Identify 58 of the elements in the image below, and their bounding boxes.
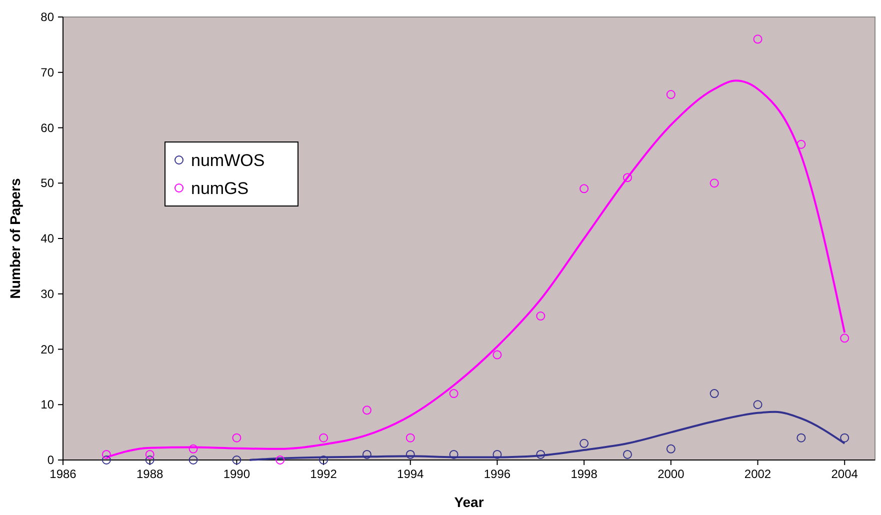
point	[840, 334, 850, 343]
point	[536, 450, 546, 459]
y-axis-title: Number of Papers	[7, 178, 23, 299]
point	[406, 433, 415, 442]
y-tick-label: 80	[40, 10, 54, 24]
point	[362, 450, 372, 459]
point	[145, 450, 154, 459]
x-tick-label: 1990	[223, 467, 250, 481]
point	[102, 456, 111, 464]
point	[710, 389, 719, 398]
x-tick-label: 2000	[658, 467, 685, 481]
point	[319, 456, 328, 464]
point	[666, 444, 676, 454]
x-tick-label: 1998	[570, 467, 598, 481]
point	[145, 456, 154, 464]
legend-label: numGS	[191, 179, 249, 198]
point	[753, 34, 762, 44]
y-tick-label: 60	[40, 120, 54, 135]
point	[753, 400, 762, 410]
y-tick-label: 70	[40, 65, 54, 80]
point	[840, 433, 850, 442]
x-axis-title: Year	[454, 494, 484, 510]
point	[319, 433, 328, 442]
point	[449, 389, 458, 398]
point	[492, 450, 502, 459]
point	[710, 178, 719, 188]
point	[362, 406, 372, 415]
x-tick-label: 1986	[50, 467, 77, 481]
point	[406, 450, 415, 459]
point	[492, 350, 502, 360]
point	[580, 438, 589, 448]
y-tick-label: 30	[40, 286, 54, 301]
y-tick-label: 0	[47, 453, 54, 467]
y-tick-label: 10	[40, 398, 54, 412]
x-tick-label: 1992	[310, 467, 338, 481]
legend-label: numWOS	[191, 151, 265, 170]
y-tick-label: 20	[40, 342, 54, 356]
point	[796, 140, 806, 149]
point	[666, 90, 676, 100]
point	[580, 184, 589, 194]
point	[449, 450, 458, 459]
x-tick-label: 1996	[484, 467, 511, 481]
point	[188, 456, 198, 464]
x-tick-label: 2002	[744, 467, 772, 481]
point	[536, 312, 546, 321]
x-tick-label: 1988	[136, 467, 164, 481]
point	[622, 450, 632, 459]
y-tick-label: 40	[40, 232, 54, 246]
point	[232, 456, 242, 464]
point	[188, 444, 198, 454]
point	[102, 450, 111, 459]
y-tick-label: 50	[40, 176, 54, 190]
point	[622, 173, 632, 182]
point	[276, 456, 285, 464]
x-tick-label: 2004	[831, 467, 858, 481]
point	[796, 433, 806, 442]
point	[232, 433, 242, 442]
x-tick-label: 1994	[397, 467, 424, 481]
